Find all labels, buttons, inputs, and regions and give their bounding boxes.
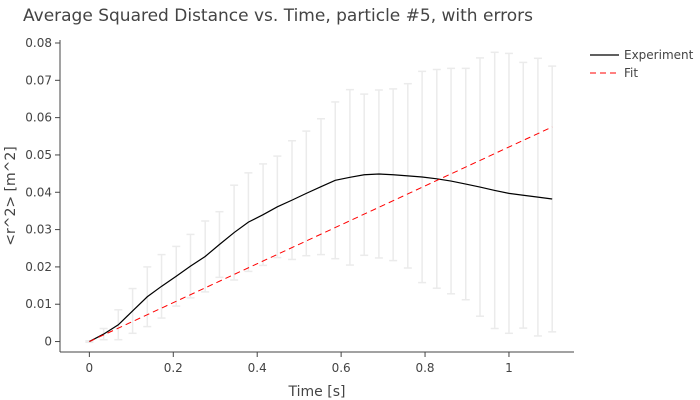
y-tick-label: 0.07 [25, 73, 52, 87]
y-tick-label: 0.06 [25, 111, 52, 125]
y-axis-title: <r^2> [m^2] [3, 146, 19, 246]
x-axis-title: Time [s] [288, 384, 346, 400]
fit-line [89, 126, 553, 343]
x-tick-label: 0 [86, 361, 94, 375]
error-bars [85, 51, 557, 344]
legend: Experiment Fit [590, 48, 694, 80]
y-tick-label: 0.08 [25, 36, 52, 50]
x-axis-ticks: 0 0.2 0.4 0.6 0.8 1 [86, 352, 513, 375]
x-tick-label: 0.4 [248, 361, 267, 375]
y-tick-label: 0.01 [25, 297, 52, 311]
x-tick-label: 0.8 [415, 361, 434, 375]
y-tick-label: 0.04 [25, 185, 52, 199]
x-tick-label: 0.6 [332, 361, 351, 375]
y-tick-label: 0.02 [25, 260, 52, 274]
legend-fit-label: Fit [624, 66, 638, 80]
y-axis-ticks: 0 0.01 0.02 0.03 0.04 0.05 0.06 0.07 0.08 [25, 36, 60, 349]
y-tick-label: 0.03 [25, 223, 52, 237]
experiment-line [89, 173, 553, 343]
y-tick-label: 0 [44, 335, 52, 349]
x-tick-label: 1 [505, 361, 513, 375]
legend-experiment-label: Experiment [624, 48, 694, 62]
chart-title: Average Squared Distance vs. Time, parti… [23, 6, 533, 26]
series-lines [89, 126, 553, 343]
y-tick-label: 0.05 [25, 148, 52, 162]
error-bar [548, 65, 557, 333]
x-tick-label: 0.2 [164, 361, 183, 375]
